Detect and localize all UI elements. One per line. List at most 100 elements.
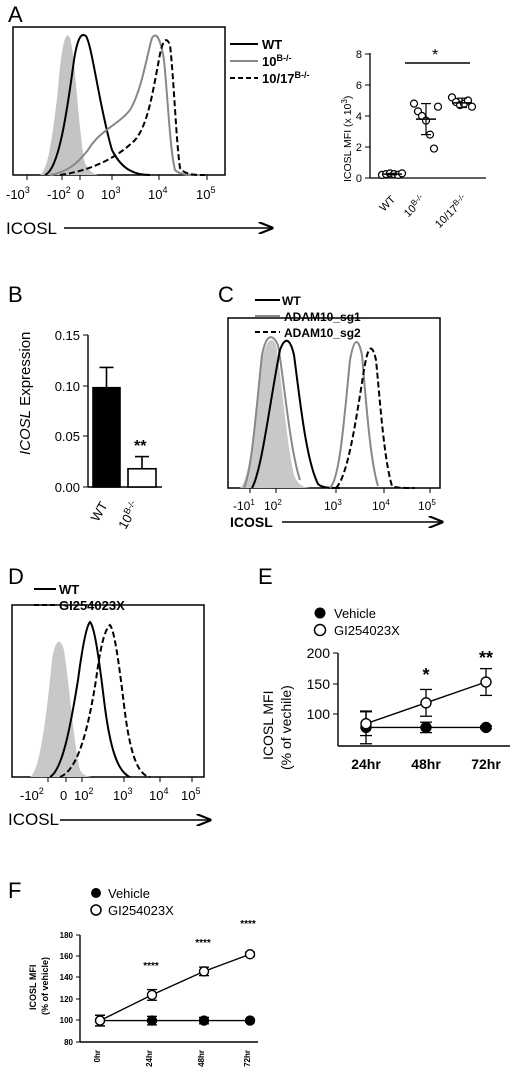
tick-label: 105 [181,786,200,803]
data-point [146,1015,158,1026]
data-point [244,1015,256,1026]
tick-label: -102 [20,786,44,803]
legend-label: Vehicle [334,606,376,621]
isotype-fill-a [40,35,100,176]
series-line-10-a [49,34,201,176]
legend-label: GI254023X [59,598,125,613]
data-point [420,697,432,709]
tick-label: 0.05 [55,429,80,444]
tick-label: 24hr [351,756,381,772]
data-point [146,989,158,1001]
sig-label-a2: * [432,47,438,64]
tick-label: 24hr [145,1050,154,1067]
data-point [429,144,439,153]
tick-label: 0.00 [55,480,80,495]
y-ticks-b: 0.00 0.05 0.10 0.15 [55,328,88,495]
panel-e: E Vehicle GI254023X ICOSL MFI (% of vech… [258,564,510,772]
tick-label: -101 [233,498,255,513]
tick-label: 4 [356,111,362,123]
bar [92,386,121,488]
legend-label: WT [282,294,301,308]
y-axis-label-e-2: (% of vechile) [278,685,294,770]
panel-letter-d: D [8,564,24,589]
bars-b [92,366,157,488]
x-ticks-c: -101 102 103 104 105 [233,488,436,513]
panel-letter-b: B [8,282,23,307]
tick-label: 0.15 [55,328,80,343]
plot-area-e [360,667,492,745]
sig-label-f-48: **** [195,938,211,949]
x-ticks-e: 24hr 48hr 72hr [351,756,501,772]
data-point [397,169,407,178]
legend-c: WT ADAM10_sg1 ADAM10_sg2 [255,294,361,340]
tick-label: 48hr [197,1050,206,1067]
tick-label: 104 [372,498,390,513]
histogram-frame-d [11,604,205,778]
isotype-fill-d [30,641,95,777]
sig-label-e-48: * [422,665,429,685]
tick-label: 120 [60,995,74,1004]
series-line-sg1-c [329,341,379,489]
legend-label: ADAM10_sg1 [284,310,361,324]
tick-label: WT [87,499,110,524]
tick-label: 10/17B-/- [432,192,471,231]
legend-marker-gi [90,904,102,916]
sig-label-f-72: **** [240,919,256,930]
data-points-a2 [377,93,477,179]
data-point [244,949,256,960]
x-ticks-f: 0hr 24hr 48hr 72hr [93,1050,252,1067]
series-line [99,953,251,1022]
y-axis-label-a2: ICOSL MFI (x 103) [340,96,354,182]
y-ticks-a2: 0 2 4 6 8 [356,49,370,185]
tick-label: 100 [60,1016,74,1025]
y-axis-label-e-1: ICOSL MFI [260,691,276,761]
legend-label: WT [59,582,79,597]
tick-label: -103 [6,185,30,202]
data-point [420,721,432,734]
series-line-1017-a [59,39,206,176]
panel-c: C -101 102 103 104 105 ICOSL WT ADAM10_s… [218,282,442,530]
data-point [480,721,492,734]
tick-label: 103 [324,498,342,513]
panel-f: F Vehicle GI254023X ICOSL MFI (% of vehi… [8,878,258,1067]
series-line-wt-c [251,339,341,489]
legend-label: WT [262,37,282,52]
tick-label: 80 [64,1038,73,1047]
panel-letter-e: E [258,564,273,589]
legend-marker-vehicle [91,888,101,898]
panel-a: A -103 -102 0 103 104 105 ICOSL WT [6,2,310,238]
panel-letter-a: A [8,2,23,27]
sig-label-b: ** [134,438,147,455]
x-ticks-b: WT 10B-/- [87,498,137,531]
legend-label: GI254023X [334,623,400,638]
tick-label: 48hr [411,756,441,772]
panel-letter-f: F [8,878,21,903]
data-point [198,1015,210,1026]
legend-e: Vehicle GI254023X [313,606,400,638]
tick-label: 140 [60,973,74,982]
data-point [360,717,372,730]
legend-label: Vehicle [108,886,150,901]
legend-marker-vehicle [314,607,326,619]
tick-label: 8 [356,49,362,61]
series-line-wt-a [44,33,151,176]
histogram-frame-a [12,26,226,176]
tick-label: 104 [148,185,167,202]
x-ticks-a2: WT 10B-/- 10/17B-/- [378,192,471,231]
legend-f: Vehicle GI254023X [90,886,174,918]
x-ticks-a: -103 -102 0 103 104 105 [6,175,215,202]
tick-label: 200 [307,645,331,661]
tick-label: -102 [47,185,71,202]
legend-label: 10B-/- [262,53,291,69]
tick-label: 180 [60,931,74,940]
bar [127,467,157,488]
tick-label: 0hr [93,1050,102,1062]
tick-label: 2 [356,142,362,154]
sig-label-f-24: **** [143,961,159,972]
legend-label: GI254023X [108,903,174,918]
tick-label: 105 [418,498,436,513]
data-point [433,102,443,111]
tick-label: WT [378,193,399,214]
tick-label: 0.10 [55,379,80,394]
